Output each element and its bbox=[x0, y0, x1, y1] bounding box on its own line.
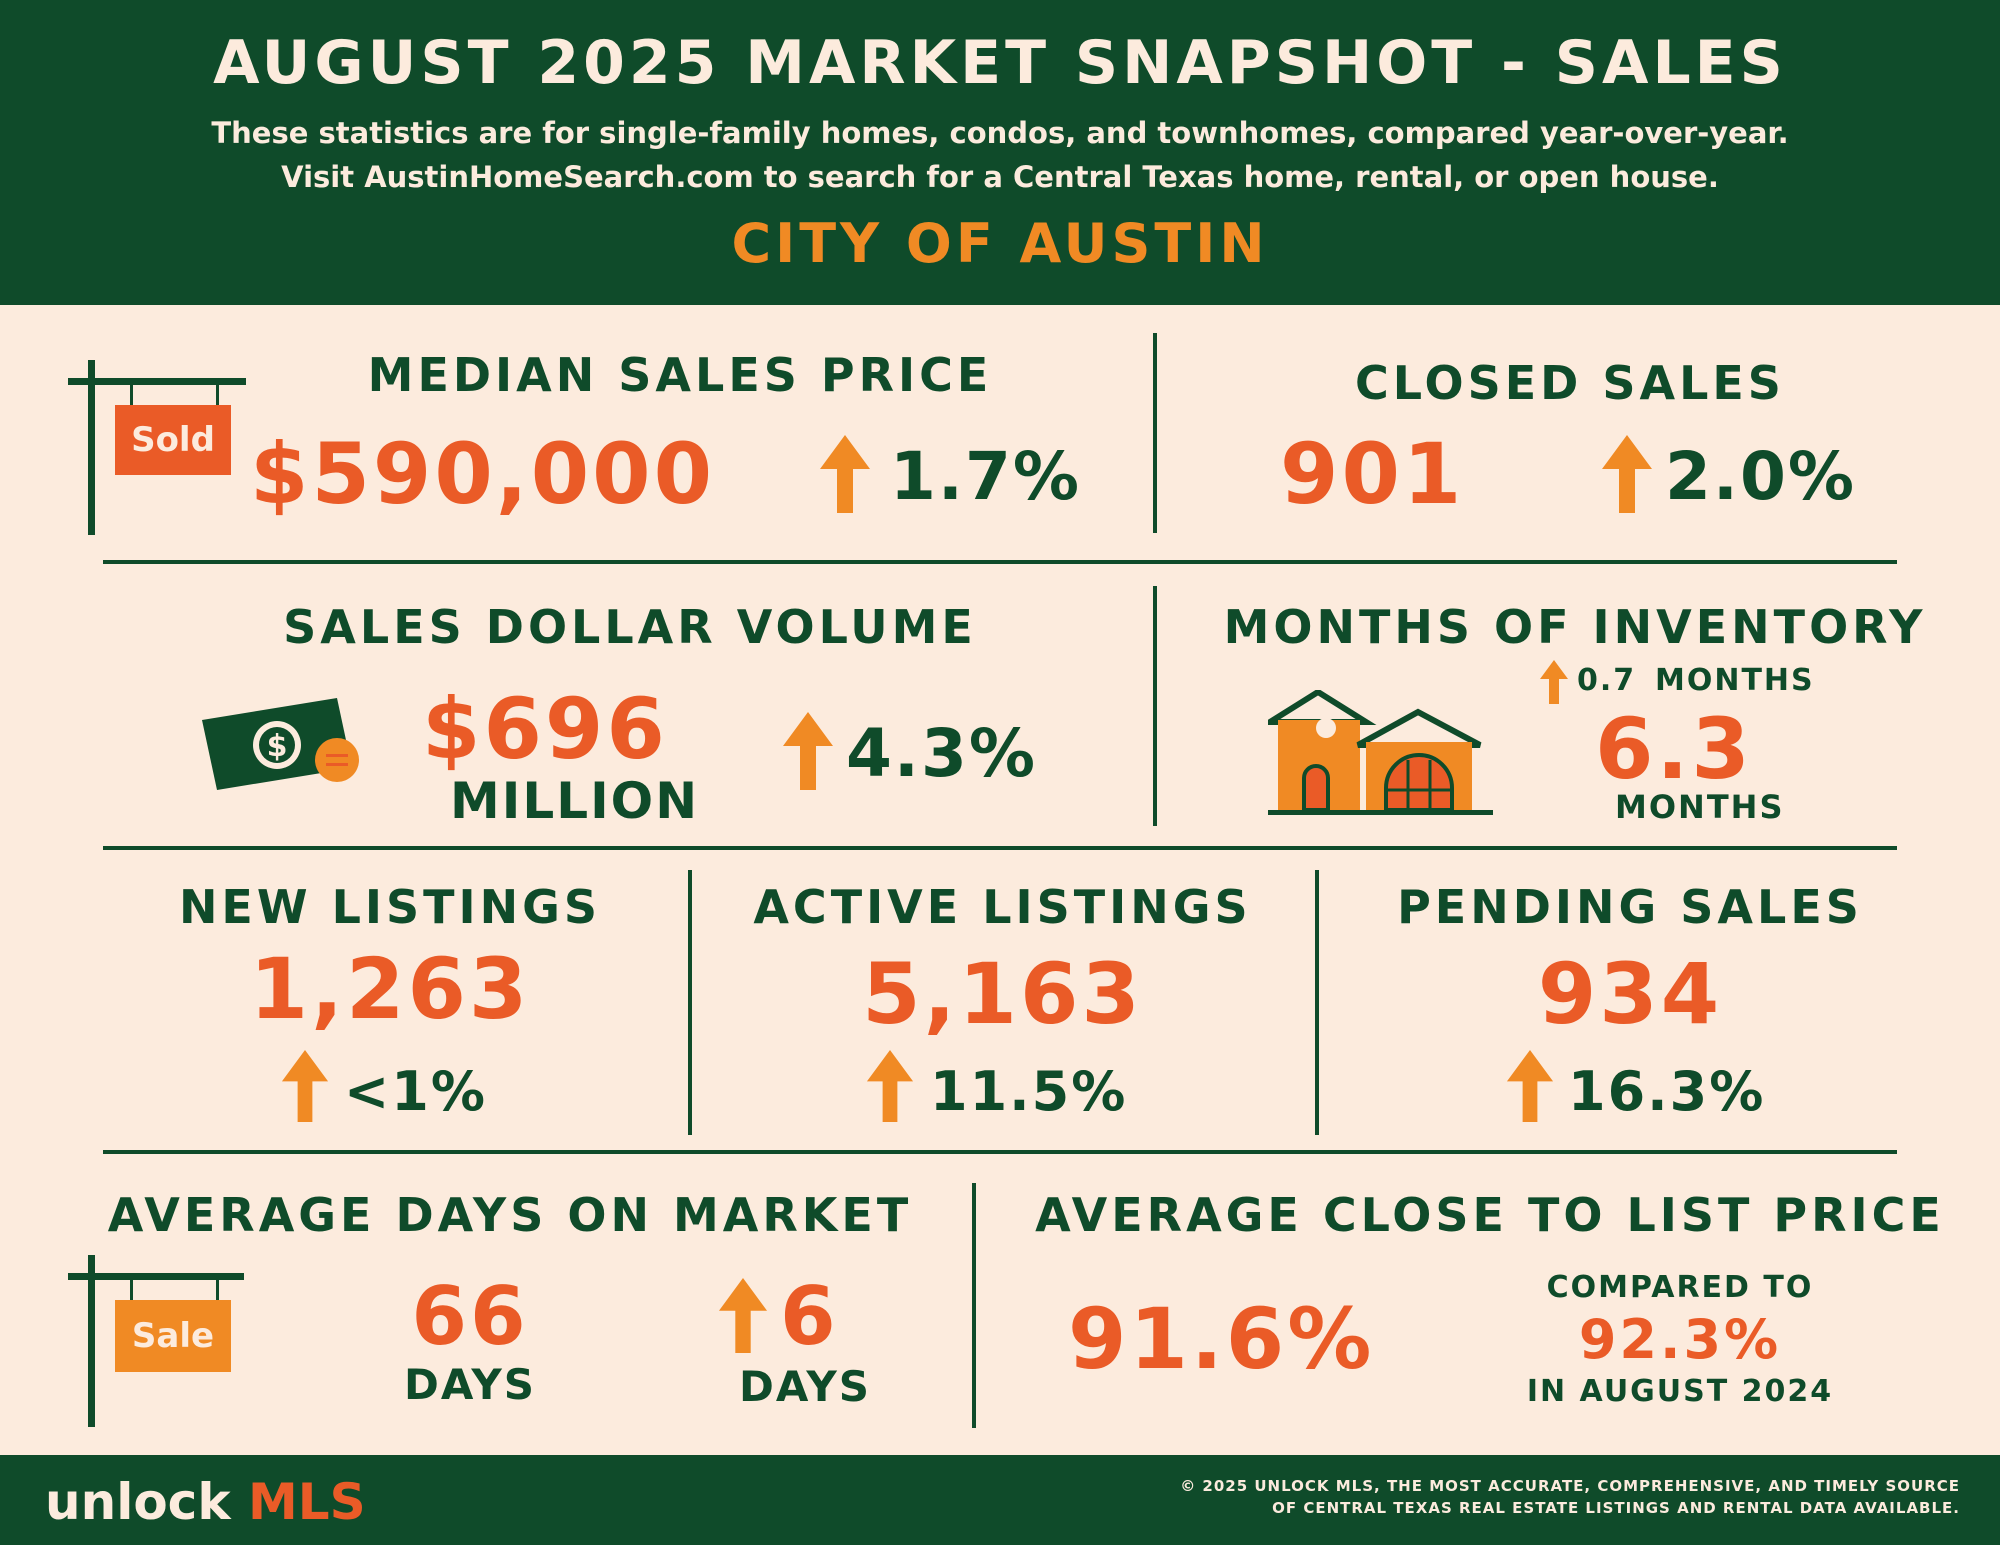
compare-value: 92.3% bbox=[1578, 1308, 1782, 1371]
brand-logo-part2: MLS bbox=[248, 1473, 366, 1531]
median-sales-price-change: 1.7% bbox=[890, 438, 1082, 515]
pending-sales-change: 16.3% bbox=[1568, 1060, 1766, 1123]
months-of-inventory-change-unit: MONTHS bbox=[1655, 663, 1815, 698]
sales-dollar-volume-unit: MILLION bbox=[450, 772, 700, 830]
divider-v3 bbox=[688, 870, 692, 1135]
avg-days-on-market-change-unit: DAYS bbox=[738, 1362, 871, 1411]
up-arrow-icon bbox=[1506, 1050, 1554, 1122]
months-of-inventory-value: 6.3 bbox=[1595, 700, 1753, 798]
active-listings-value: 5,163 bbox=[862, 945, 1143, 1043]
closed-sales-label: CLOSED SALES bbox=[1355, 356, 1785, 410]
subtitle-line-2: Visit AustinHomeSearch.com to search for… bbox=[281, 160, 1719, 194]
footer-band bbox=[0, 1455, 2000, 1545]
pending-sales-value: 934 bbox=[1537, 945, 1723, 1043]
up-arrow-icon bbox=[718, 1278, 768, 1353]
avg-days-on-market-value: 66 bbox=[411, 1270, 529, 1363]
sales-dollar-volume-label: SALES DOLLAR VOLUME bbox=[283, 600, 977, 654]
avg-close-to-list-label: AVERAGE CLOSE TO LIST PRICE bbox=[1035, 1188, 1945, 1242]
avg-days-on-market-unit: DAYS bbox=[403, 1360, 536, 1409]
subtitle-line-1: These statistics are for single-family h… bbox=[211, 116, 1789, 150]
svg-text:$: $ bbox=[267, 729, 288, 764]
money-icon: $ bbox=[202, 698, 359, 790]
brand-logo-part1: unlock bbox=[45, 1473, 231, 1531]
copyright-line-2: OF CENTRAL TEXAS REAL ESTATE LISTINGS AN… bbox=[1272, 1499, 1960, 1517]
brand-logo: unlock MLS bbox=[45, 1473, 366, 1531]
avg-days-on-market-change: 6 bbox=[780, 1270, 839, 1363]
page-title: AUGUST 2025 MARKET SNAPSHOT - SALES bbox=[213, 28, 1787, 98]
divider-v2 bbox=[1153, 586, 1157, 826]
new-listings-value: 1,263 bbox=[249, 940, 531, 1038]
active-listings-change: 11.5% bbox=[930, 1060, 1128, 1123]
divider-h2 bbox=[103, 846, 1897, 850]
up-arrow-icon bbox=[1540, 660, 1568, 704]
avg-close-to-list-value: 91.6% bbox=[1068, 1290, 1375, 1388]
sold-sign-text: Sold bbox=[115, 405, 231, 475]
divider-v5 bbox=[972, 1183, 976, 1428]
active-listings-label: ACTIVE LISTINGS bbox=[753, 880, 1252, 934]
up-arrow-icon bbox=[820, 435, 870, 513]
sales-dollar-volume-value: $696 bbox=[422, 680, 668, 778]
copyright-line-1: © 2025 UNLOCK MLS, THE MOST ACCURATE, CO… bbox=[1180, 1477, 1960, 1495]
city-title: CITY OF AUSTIN bbox=[731, 212, 1269, 275]
up-arrow-icon bbox=[281, 1050, 329, 1122]
new-listings-change: <1% bbox=[344, 1060, 487, 1123]
house-icon bbox=[1268, 690, 1493, 815]
new-listings-label: NEW LISTINGS bbox=[178, 880, 602, 934]
compare-period: IN AUGUST 2024 bbox=[1526, 1374, 1834, 1409]
median-sales-price-value: $590,000 bbox=[250, 425, 716, 523]
pending-sales-label: PENDING SALES bbox=[1397, 880, 1863, 934]
median-sales-price-label: MEDIAN SALES PRICE bbox=[367, 348, 993, 402]
divider-h1 bbox=[103, 560, 1897, 564]
closed-sales-value: 901 bbox=[1280, 425, 1465, 523]
months-of-inventory-change: 0.7 bbox=[1577, 663, 1637, 698]
sale-sign-text: Sale bbox=[115, 1300, 231, 1372]
sale-sign-icon: Sale bbox=[68, 1255, 248, 1427]
closed-sales-change: 2.0% bbox=[1665, 438, 1857, 515]
divider-v4 bbox=[1315, 870, 1319, 1135]
up-arrow-icon bbox=[866, 1050, 914, 1122]
up-arrow-icon bbox=[1602, 435, 1652, 513]
copyright-notice: © 2025 UNLOCK MLS, THE MOST ACCURATE, CO… bbox=[1180, 1475, 1960, 1519]
sold-sign-icon: Sold bbox=[68, 360, 248, 535]
header-band bbox=[0, 0, 2000, 305]
months-of-inventory-label: MONTHS OF INVENTORY bbox=[1223, 600, 1927, 654]
months-of-inventory-unit: MONTHS bbox=[1615, 788, 1785, 826]
up-arrow-icon bbox=[783, 712, 833, 790]
divider-v1 bbox=[1153, 333, 1157, 533]
avg-days-on-market-label: AVERAGE DAYS ON MARKET bbox=[107, 1188, 913, 1242]
divider-h3 bbox=[103, 1150, 1897, 1154]
compare-label: COMPARED TO bbox=[1546, 1270, 1814, 1305]
sales-dollar-volume-change: 4.3% bbox=[846, 715, 1038, 792]
